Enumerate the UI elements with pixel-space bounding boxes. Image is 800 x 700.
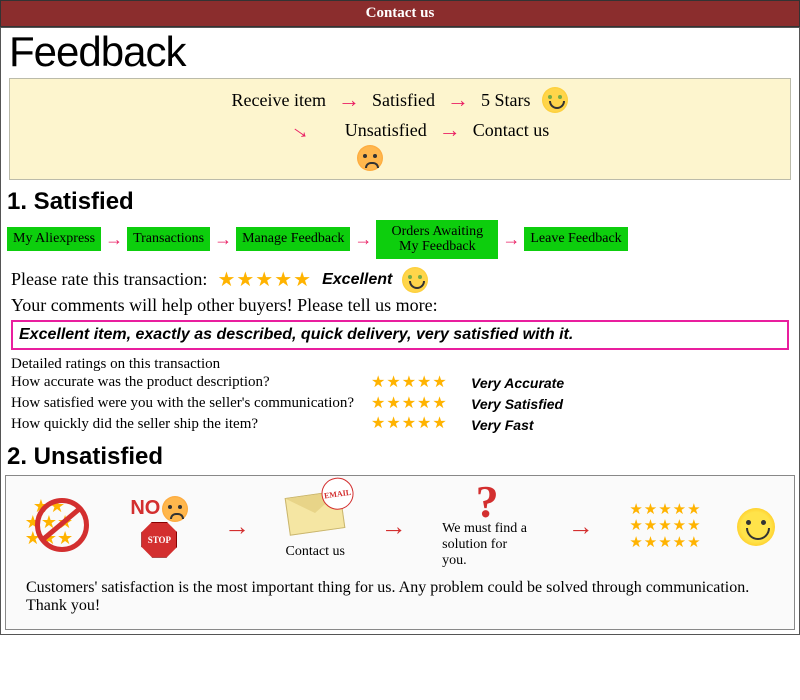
arrow-diagonal-icon: → [285,113,318,147]
flow-receive-label: Receive item [232,90,326,111]
unsatisfied-panel: ★★★★★★★★ NO STOP → EMAIL Contact us [5,475,795,630]
step-box: My Aliexpress [7,227,101,251]
closing-message: Customers' satisfaction is the most impo… [14,569,786,621]
step-box: Orders Awaiting My Feedback [376,220,498,259]
satisfied-heading: 1. Satisfied [1,186,799,218]
stop-sign-icon: STOP [141,522,177,558]
flow-5stars-label: 5 Stars [481,90,531,111]
arrow-icon: → [338,87,360,113]
five-stars-icon: ★★★★★ [371,394,471,415]
no-stop-item: NO STOP [130,496,188,558]
flow-satisfied-label: Satisfied [372,90,435,111]
arrow-red-icon: → [224,512,250,542]
arrow-icon: → [502,229,520,250]
thinking-face-icon [357,145,383,171]
flow-unsatisfied-label: Unsatisfied [345,120,427,141]
detail-row: How satisfied were you with the seller's… [11,394,789,415]
detail-answer: Very Satisfied [471,395,563,413]
unsatisfied-heading: 2. Unsatisfied [1,441,799,473]
result-smile-item [737,508,775,546]
main-panel: Feedback Receive item → Satisfied → 5 St… [0,27,800,635]
solution-item: ? We must find a solution for you. [442,484,532,569]
result-stars-item: ★★★★★★★★★★★★★★★ [629,502,701,552]
happy-face-icon [402,267,428,293]
flow-row-top: Receive item → Satisfied → 5 Stars [22,87,778,113]
header-title: Contact us [366,5,435,21]
detail-answer: Very Accurate [471,374,564,392]
flow-contact-label: Contact us [473,120,550,141]
detail-question: How accurate was the product description… [11,373,371,393]
header-bar: Contact us [0,0,800,27]
star-grid-icon: ★★★★★★★★★★★★★★★ [629,502,701,552]
step-box: Leave Feedback [524,227,627,251]
arrow-red-icon: → [568,512,594,542]
arrow-red-icon: → [381,512,407,542]
email-badge: EMAIL [320,475,356,511]
unsatisfied-flow: ★★★★★★★★ NO STOP → EMAIL Contact us [14,484,786,569]
five-stars-icon: ★★★★★ [217,267,312,292]
rate-label: Please rate this transaction: [11,269,207,290]
rate-transaction-row: Please rate this transaction: ★★★★★ Exce… [1,261,799,295]
arrow-icon: → [105,229,123,250]
five-stars-icon: ★★★★★ [371,414,471,435]
happy-face-icon [542,87,568,113]
solution-label: We must find a solution for you. [442,521,532,569]
help-line: Your comments will help other buyers! Pl… [1,295,799,316]
feedback-heading: Feedback [1,28,799,76]
detailed-ratings-block: Detailed ratings on this transaction How… [1,354,799,441]
arrow-icon: → [214,229,232,250]
detail-row: How quickly did the seller ship the item… [11,414,789,435]
detail-question: How satisfied were you with the seller's… [11,394,371,414]
arrow-icon: → [447,87,469,113]
detail-question: How quickly did the seller ship the item… [11,415,371,435]
no-label: NO [130,497,160,520]
worried-face-icon [162,496,188,522]
thinking-face-wrap [0,145,778,171]
prohibited-stars-icon: ★★★★★★★★ [25,492,95,562]
detail-ratings-title: Detailed ratings on this transaction [11,356,789,373]
feedback-flow-box: Receive item → Satisfied → 5 Stars → Uns… [9,78,791,180]
five-stars-icon: ★★★★★ [371,373,471,394]
big-smile-icon [737,508,775,546]
contact-us-label: Contact us [286,544,346,560]
flow-row-bottom: → Unsatisfied → Contact us [102,117,778,143]
step-box: Transactions [127,227,210,251]
arrow-icon: → [439,117,461,143]
question-mark-icon: ? [476,484,499,521]
no-stars-item: ★★★★★★★★ [25,492,95,562]
contact-us-item: EMAIL Contact us [286,494,346,560]
example-comment-box: Excellent item, exactly as described, qu… [11,320,789,350]
envelope-icon: EMAIL [285,490,346,535]
step-box: Manage Feedback [236,227,350,251]
excellent-label: Excellent [322,271,392,289]
satisfied-steps-flow: My Aliexpress → Transactions → Manage Fe… [1,218,799,261]
detail-answer: Very Fast [471,416,534,434]
arrow-icon: → [354,229,372,250]
detail-row: How accurate was the product description… [11,373,789,394]
